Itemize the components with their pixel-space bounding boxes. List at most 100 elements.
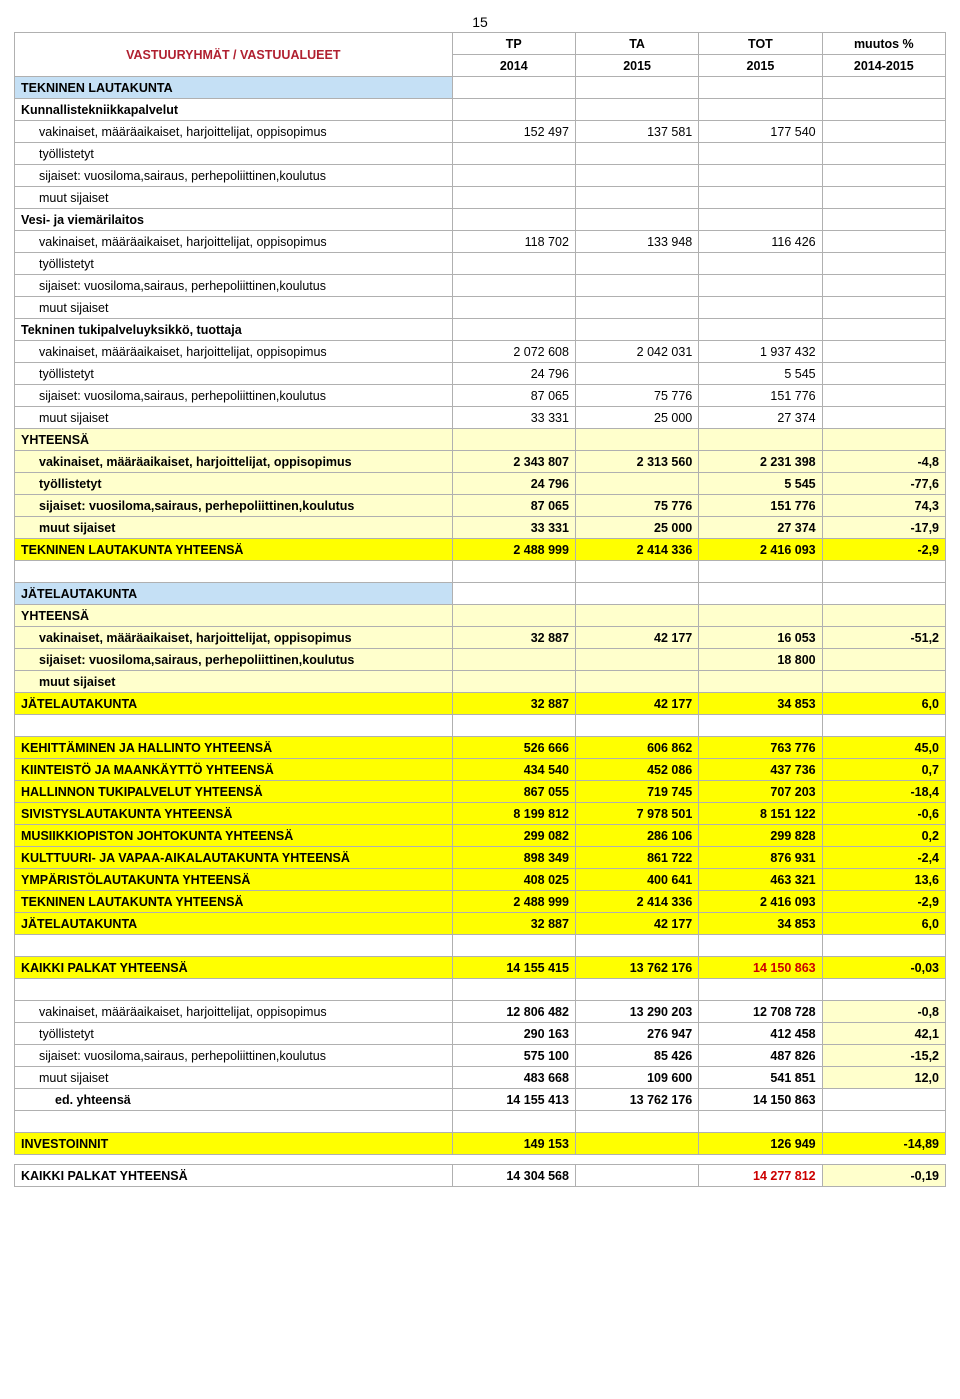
sum-r1-v2: 606 862 — [575, 737, 698, 759]
jate-total-label: JÄTELAUTAKUNTA — [15, 693, 453, 715]
bd-sij-v2: 85 426 — [575, 1045, 698, 1067]
sum-r9-v3: 34 853 — [699, 913, 822, 935]
sum-r7-v1: 408 025 — [452, 869, 575, 891]
col-2015a: 2015 — [575, 55, 698, 77]
bd-ed-v2: 13 762 176 — [575, 1089, 698, 1111]
kaikki-v2: 13 762 176 — [575, 957, 698, 979]
jate-total-v3: 34 853 — [699, 693, 822, 715]
s3-sij-v2: 75 776 — [575, 385, 698, 407]
jy-vak-v1: 32 887 — [452, 627, 575, 649]
inv-v1: 149 153 — [452, 1133, 575, 1155]
sum-r8-v1: 2 488 999 — [452, 891, 575, 913]
s2-vak-label: vakinaiset, määräaikaiset, harjoittelija… — [15, 231, 453, 253]
tek-total-v3: 2 416 093 — [699, 539, 822, 561]
bd-vak-v1: 12 806 482 — [452, 1001, 575, 1023]
sum-r3-v1: 867 055 — [452, 781, 575, 803]
bd-ed-l: ed. yhteensä — [15, 1089, 453, 1111]
sum-r4-v4: -0,6 — [822, 803, 945, 825]
ty-sij-v2: 75 776 — [575, 495, 698, 517]
bd-vak-v3: 12 708 728 — [699, 1001, 822, 1023]
col-muutos: muutos % — [822, 33, 945, 55]
tek-total-v1: 2 488 999 — [452, 539, 575, 561]
ty-vak-v4: -4,8 — [822, 451, 945, 473]
s3-muut-v1: 33 331 — [452, 407, 575, 429]
bd-sij-l: sijaiset: vuosiloma,sairaus, perhepoliit… — [15, 1045, 453, 1067]
sum-r4-l: SIVISTYSLAUTAKUNTA YHTEENSÄ — [15, 803, 453, 825]
inv-v4: -14,89 — [822, 1133, 945, 1155]
sum-r4-v3: 8 151 122 — [699, 803, 822, 825]
sum-r9-v2: 42 177 — [575, 913, 698, 935]
jy-vak-v3: 16 053 — [699, 627, 822, 649]
ty-muut-v4: -17,9 — [822, 517, 945, 539]
sum-r5-v4: 0,2 — [822, 825, 945, 847]
tek-total-v4: -2,9 — [822, 539, 945, 561]
sum-r5-v2: 286 106 — [575, 825, 698, 847]
ty-vak-v3: 2 231 398 — [699, 451, 822, 473]
s1-muut-label: muut sijaiset — [15, 187, 453, 209]
ty-muut-v3: 27 374 — [699, 517, 822, 539]
sum-r2-v3: 437 736 — [699, 759, 822, 781]
sum-r8-v3: 2 416 093 — [699, 891, 822, 913]
s2-sij-label: sijaiset: vuosiloma,sairaus, perhepoliit… — [15, 275, 453, 297]
kaikki2-v1: 14 304 568 — [452, 1165, 575, 1187]
tek-total-v2: 2 414 336 — [575, 539, 698, 561]
jy-vak-label: vakinaiset, määräaikaiset, harjoittelija… — [15, 627, 453, 649]
kaikki-v4: -0,03 — [822, 957, 945, 979]
sum-r6-v3: 876 931 — [699, 847, 822, 869]
sum-r4-v1: 8 199 812 — [452, 803, 575, 825]
s3-sij-label: sijaiset: vuosiloma,sairaus, perhepoliit… — [15, 385, 453, 407]
ty-muut-v1: 33 331 — [452, 517, 575, 539]
sum-r5-l: MUSIIKKIOPISTON JOHTOKUNTA YHTEENSÄ — [15, 825, 453, 847]
s3-muut-label: muut sijaiset — [15, 407, 453, 429]
col-2015b: 2015 — [699, 55, 822, 77]
inv-v3: 126 949 — [699, 1133, 822, 1155]
bd-muut-l: muut sijaiset — [15, 1067, 453, 1089]
jate-title: JÄTELAUTAKUNTA — [15, 583, 453, 605]
tek-yht-title: YHTEENSÄ — [15, 429, 453, 451]
s2-vak-v2: 133 948 — [575, 231, 698, 253]
bd-muut-v3: 541 851 — [699, 1067, 822, 1089]
sum-r2-v4: 0,7 — [822, 759, 945, 781]
bd-sij-v3: 487 826 — [699, 1045, 822, 1067]
s3-vak-v1: 2 072 608 — [452, 341, 575, 363]
s3-sij-v1: 87 065 — [452, 385, 575, 407]
section3-title: Tekninen tukipalveluyksikkö, tuottaja — [15, 319, 453, 341]
ty-vak-label: vakinaiset, määräaikaiset, harjoittelija… — [15, 451, 453, 473]
jate-total-v1: 32 887 — [452, 693, 575, 715]
page-number: 15 — [14, 14, 946, 30]
bd-sij-v4: -15,2 — [822, 1045, 945, 1067]
s3-vak-v2: 2 042 031 — [575, 341, 698, 363]
sum-r3-v4: -18,4 — [822, 781, 945, 803]
jy-muut-label: muut sijaiset — [15, 671, 453, 693]
s1-tyo-label: työllistetyt — [15, 143, 453, 165]
sum-r9-v1: 32 887 — [452, 913, 575, 935]
sum-r7-v2: 400 641 — [575, 869, 698, 891]
section2-title: Vesi- ja viemärilaitos — [15, 209, 453, 231]
s2-vak-v3: 116 426 — [699, 231, 822, 253]
col-2014: 2014 — [452, 55, 575, 77]
sum-r9-v4: 6,0 — [822, 913, 945, 935]
tek-total-label: TEKNINEN LAUTAKUNTA YHTEENSÄ — [15, 539, 453, 561]
ty-vak-v1: 2 343 807 — [452, 451, 575, 473]
bd-muut-v2: 109 600 — [575, 1067, 698, 1089]
ty-muut-label: muut sijaiset — [15, 517, 453, 539]
ty-tyo-label: työllistetyt — [15, 473, 453, 495]
jy-vak-v4: -51,2 — [822, 627, 945, 649]
bd-vak-v2: 13 290 203 — [575, 1001, 698, 1023]
kaikki-label: KAIKKI PALKAT YHTEENSÄ — [15, 957, 453, 979]
bd-vak-v4: -0,8 — [822, 1001, 945, 1023]
sum-r6-v4: -2,4 — [822, 847, 945, 869]
ty-muut-v2: 25 000 — [575, 517, 698, 539]
s1-vak-v2: 137 581 — [575, 121, 698, 143]
col-tp: TP — [452, 33, 575, 55]
ty-sij-v1: 87 065 — [452, 495, 575, 517]
s3-tyo-label: työllistetyt — [15, 363, 453, 385]
ty-tyo-v1: 24 796 — [452, 473, 575, 495]
kaikki2-v3: 14 277 812 — [699, 1165, 822, 1187]
inv-label: INVESTOINNIT — [15, 1133, 453, 1155]
ty-sij-label: sijaiset: vuosiloma,sairaus, perhepoliit… — [15, 495, 453, 517]
sum-r8-l: TEKNINEN LAUTAKUNTA YHTEENSÄ — [15, 891, 453, 913]
jy-vak-v2: 42 177 — [575, 627, 698, 649]
s3-vak-v3: 1 937 432 — [699, 341, 822, 363]
sum-r6-l: KULTTUURI- JA VAPAA-AIKALAUTAKUNTA YHTEE… — [15, 847, 453, 869]
